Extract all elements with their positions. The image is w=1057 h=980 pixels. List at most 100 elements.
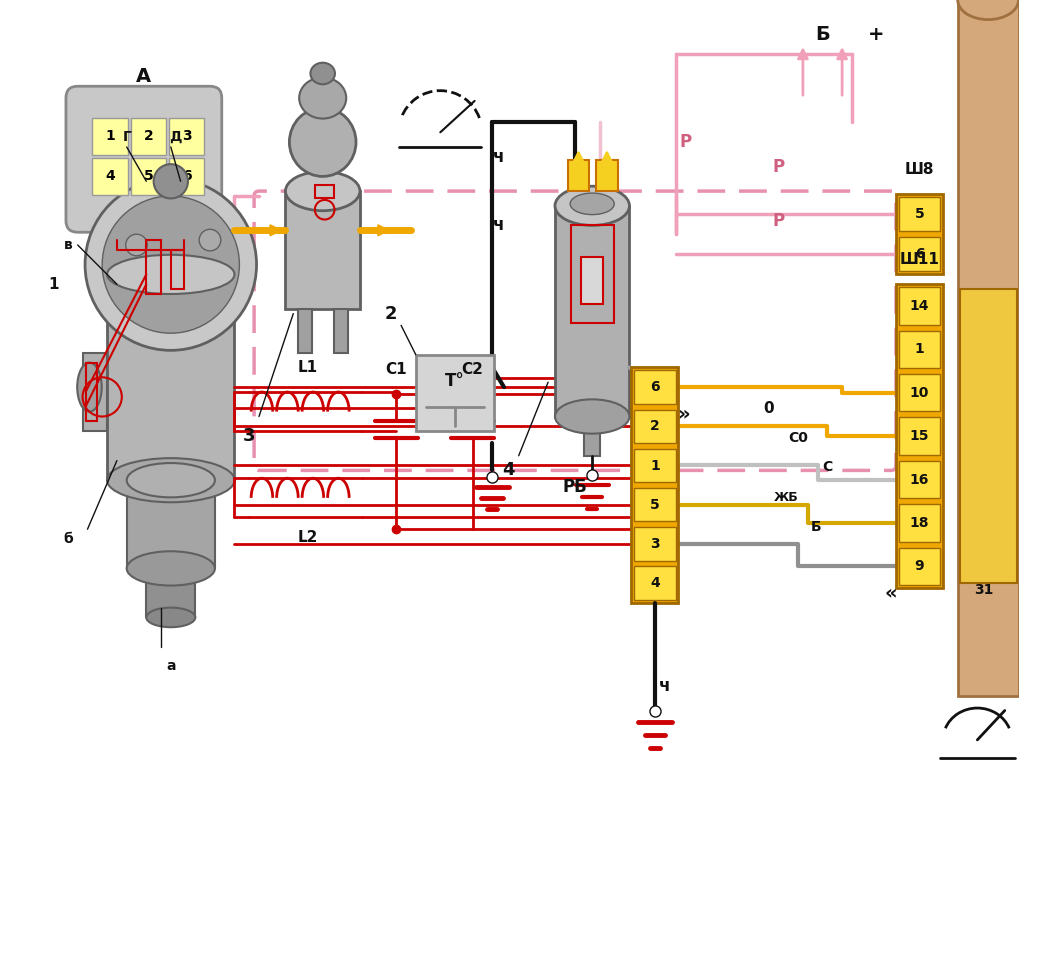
Ellipse shape — [107, 255, 235, 294]
Bar — [634, 566, 675, 600]
Text: 14: 14 — [910, 299, 929, 313]
Text: 6: 6 — [182, 170, 191, 183]
Text: 4: 4 — [105, 170, 115, 183]
Bar — [127, 480, 215, 568]
Text: Т°: Т° — [445, 372, 465, 390]
Text: 3: 3 — [182, 129, 191, 143]
Bar — [571, 225, 614, 323]
Text: а: а — [166, 660, 175, 673]
Bar — [898, 504, 940, 542]
Bar — [634, 527, 675, 561]
Ellipse shape — [126, 234, 147, 256]
Text: Ш8: Ш8 — [905, 162, 934, 177]
Bar — [960, 289, 1017, 583]
Bar — [568, 160, 589, 191]
Bar — [596, 160, 617, 191]
Ellipse shape — [85, 178, 257, 351]
Text: 2: 2 — [144, 129, 153, 143]
Bar — [82, 353, 107, 431]
Text: ч: ч — [494, 148, 505, 166]
Ellipse shape — [958, 0, 1019, 20]
Bar — [131, 118, 166, 155]
Bar — [415, 355, 495, 431]
Ellipse shape — [285, 172, 360, 211]
Text: L2: L2 — [298, 529, 318, 545]
Text: 1: 1 — [48, 276, 58, 292]
Ellipse shape — [311, 63, 335, 84]
Bar — [581, 257, 602, 304]
Text: Ш11: Ш11 — [900, 252, 940, 268]
Text: ч: ч — [659, 677, 670, 695]
Bar — [169, 118, 204, 155]
Text: »: » — [678, 404, 689, 423]
Text: Р: Р — [773, 158, 784, 175]
Bar — [634, 370, 675, 404]
Bar — [92, 158, 128, 195]
Text: в: в — [63, 238, 72, 252]
Bar — [151, 219, 175, 238]
Bar — [146, 240, 161, 294]
Text: Д: Д — [169, 130, 182, 144]
Text: C1: C1 — [386, 362, 407, 377]
Ellipse shape — [127, 551, 215, 585]
Text: Р: Р — [680, 133, 691, 151]
Bar — [169, 158, 204, 195]
Ellipse shape — [107, 459, 235, 503]
Bar — [898, 417, 940, 455]
Bar — [898, 197, 940, 231]
Bar — [896, 284, 943, 588]
Ellipse shape — [199, 229, 221, 251]
Text: 3: 3 — [650, 537, 660, 551]
Bar — [634, 449, 675, 482]
Text: «: « — [885, 583, 897, 603]
Text: 6: 6 — [650, 380, 660, 394]
Bar — [898, 237, 940, 271]
Bar — [146, 568, 196, 617]
Ellipse shape — [555, 400, 629, 433]
Ellipse shape — [290, 108, 356, 176]
Text: РБ: РБ — [562, 478, 588, 496]
Bar — [131, 158, 166, 195]
Text: 5: 5 — [144, 170, 153, 183]
Text: 3: 3 — [243, 427, 256, 445]
Text: 10: 10 — [910, 386, 929, 400]
Bar — [898, 461, 940, 498]
Ellipse shape — [299, 77, 347, 119]
Bar — [631, 368, 679, 603]
Bar — [171, 250, 184, 289]
Ellipse shape — [127, 464, 215, 497]
Ellipse shape — [146, 608, 196, 627]
Text: 18: 18 — [910, 515, 929, 530]
FancyBboxPatch shape — [66, 86, 222, 232]
Bar — [107, 219, 132, 238]
Text: 4: 4 — [503, 462, 515, 479]
Text: 1: 1 — [650, 459, 660, 472]
Text: 2: 2 — [385, 305, 397, 322]
Text: ЖБ: ЖБ — [774, 491, 799, 505]
Text: 1: 1 — [105, 129, 115, 143]
Ellipse shape — [103, 196, 239, 333]
Bar — [334, 309, 348, 353]
Text: 6: 6 — [914, 247, 924, 262]
Text: С0: С0 — [789, 431, 808, 445]
Bar — [107, 274, 235, 480]
Text: Р: Р — [773, 212, 784, 229]
Text: Г: Г — [123, 130, 131, 144]
Text: С: С — [822, 461, 833, 474]
Text: 5: 5 — [914, 207, 925, 221]
Bar — [634, 488, 675, 521]
Text: 15: 15 — [910, 429, 929, 443]
Text: 4: 4 — [650, 576, 660, 590]
Ellipse shape — [153, 165, 188, 198]
Text: 31: 31 — [975, 583, 994, 597]
Bar — [898, 330, 940, 368]
Text: 5: 5 — [650, 498, 660, 512]
Text: Б: Б — [811, 520, 821, 534]
Text: ч: ч — [494, 217, 505, 234]
Bar — [86, 363, 97, 421]
Text: 1: 1 — [914, 342, 925, 357]
Bar — [898, 548, 940, 585]
Ellipse shape — [570, 193, 614, 215]
Ellipse shape — [555, 186, 629, 225]
Bar — [898, 287, 940, 324]
